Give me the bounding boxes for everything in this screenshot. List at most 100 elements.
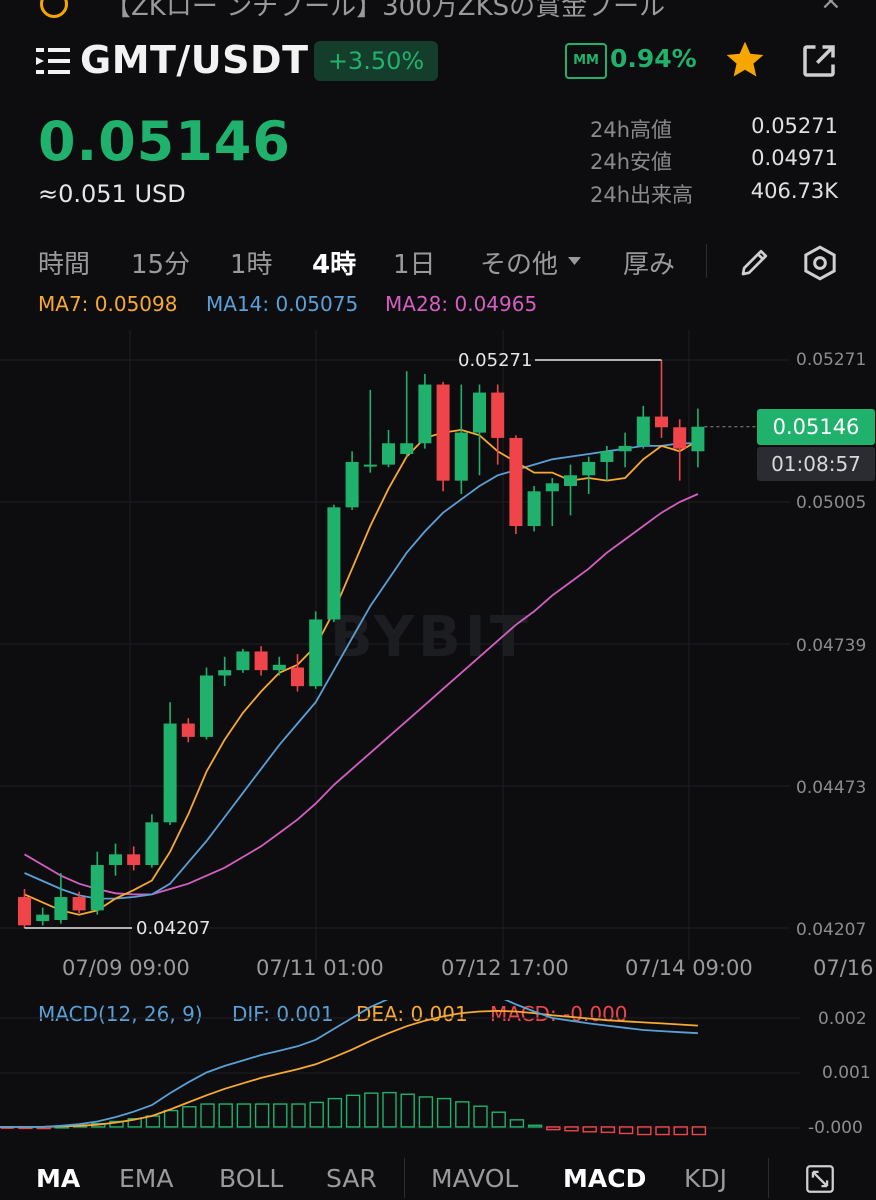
x-axis-label: 07/09 09:00 [62, 956, 190, 980]
candle-body [363, 464, 377, 467]
candle-body [236, 651, 250, 671]
macd-histogram-bar [236, 1103, 252, 1128]
candle-body [309, 619, 323, 687]
menu-icon[interactable] [36, 46, 70, 76]
macd-histogram-bar [691, 1126, 707, 1136]
ma7-legend: MA7: 0.05098 [38, 292, 178, 316]
candle-body [618, 445, 632, 452]
indicator-tab-boll[interactable]: BOLL [219, 1164, 284, 1193]
macd-histogram-bar [309, 1101, 324, 1128]
macd-value-legend: MACD: -0.000 [490, 1002, 628, 1026]
macd-histogram-bar [655, 1126, 670, 1136]
candlestick-chart[interactable] [0, 330, 876, 960]
macd-axis-label: 0.002 [818, 1009, 867, 1029]
bybit-watermark: BYBIT [330, 605, 532, 670]
indicator-tab-ma[interactable]: MA [36, 1164, 81, 1193]
indicator-tab-kdj[interactable]: KDJ [684, 1164, 728, 1193]
macd-histogram-bar [0, 1126, 14, 1129]
candle-body [36, 914, 50, 922]
stat-volume-value: 406.73K [750, 179, 838, 203]
tab-1h[interactable]: 1時 [230, 250, 273, 280]
favorite-star-icon[interactable] [722, 38, 768, 82]
macd-histogram-bar [182, 1106, 197, 1128]
macd-histogram-bar [673, 1126, 688, 1136]
mm-value: 0.94% [610, 44, 697, 73]
dif-line [0, 1000, 698, 1128]
macd-histogram-bar [345, 1094, 361, 1128]
pencil-icon[interactable] [737, 244, 773, 280]
candle-body [145, 822, 159, 866]
candle-body [600, 451, 614, 462]
macd-axis-label: -0.000 [808, 1118, 863, 1138]
candle-body [491, 392, 505, 438]
notice-banner[interactable]: 【ZKロー ンチプール】300万ZKSの賞金プール × [0, 0, 876, 18]
candle-body [691, 426, 705, 452]
y-axis-label: 0.05005 [796, 493, 867, 513]
trading-pair-title[interactable]: GMT/USDT [80, 38, 309, 82]
stat-high-value: 0.05271 [751, 114, 838, 138]
dif-legend: DIF: 0.001 [232, 1002, 334, 1026]
share-external-icon[interactable] [798, 40, 840, 82]
y-axis-label: 0.04207 [796, 920, 867, 940]
dea-line [0, 1009, 698, 1128]
macd-histogram-bar [327, 1097, 343, 1128]
tab-time[interactable]: 時間 [38, 250, 91, 280]
macd-histogram-bar [546, 1126, 561, 1131]
candle-body [163, 723, 177, 823]
macd-histogram-bar [382, 1091, 397, 1128]
candle-body [90, 865, 104, 911]
y-axis-label: 0.04739 [796, 636, 867, 656]
ma14-line [24, 442, 698, 900]
macd-histogram-bar [527, 1124, 543, 1128]
macd-histogram-bar [364, 1092, 379, 1128]
x-axis-label: 07/14 09:00 [625, 956, 753, 980]
indicator-tab-sar[interactable]: SAR [326, 1164, 377, 1193]
macd-params-legend: MACD(12, 26, 9) [38, 1002, 203, 1026]
tab-15m[interactable]: 15分 [131, 250, 191, 280]
macd-histogram-bar [600, 1126, 616, 1134]
stat-low-label: 24h安値 [590, 150, 673, 174]
candle-body [54, 897, 68, 920]
candle-body [345, 461, 359, 508]
tab-more[interactable]: その他 [480, 250, 559, 280]
macd-histogram-bar [637, 1126, 652, 1136]
candle-body [127, 854, 141, 866]
ma28-line [24, 493, 699, 896]
macd-histogram-bar [473, 1105, 488, 1128]
candle-body [527, 491, 541, 527]
macd-histogram-bar [200, 1103, 215, 1128]
chevron-down-icon [568, 257, 581, 265]
tab-depth[interactable]: 厚み [623, 250, 676, 280]
macd-histogram-bar [509, 1119, 525, 1128]
indicator-tab-mavol[interactable]: MAVOL [431, 1164, 519, 1193]
indicator-tab-ema[interactable]: EMA [119, 1164, 174, 1193]
tab-divider [768, 1158, 769, 1198]
candle-body [564, 475, 577, 486]
current-price-tag: 0.05146 [757, 409, 875, 445]
tab-divider [404, 1158, 405, 1198]
macd-axis-label: 0.001 [822, 1063, 871, 1083]
stat-high-label: 24h高値 [590, 118, 673, 142]
tab-1d[interactable]: 1日 [393, 250, 436, 280]
macd-chart[interactable] [0, 1000, 876, 1140]
macd-histogram-bar [109, 1120, 124, 1128]
x-axis-label: 07/11 01:00 [256, 956, 384, 980]
candle-body [545, 483, 559, 492]
banner-close-button[interactable]: × [820, 0, 842, 16]
candle-body [418, 384, 432, 444]
stat-low-value: 0.04971 [751, 146, 838, 170]
macd-histogram-bar [291, 1103, 306, 1128]
candle-body [473, 392, 486, 433]
indicator-tab-macd[interactable]: MACD [563, 1164, 647, 1193]
macd-histogram-bar [491, 1111, 506, 1128]
candle-body [436, 384, 450, 481]
settings-hexagon-icon[interactable] [800, 243, 840, 283]
candle-body [509, 437, 523, 527]
usd-price: ≈0.051 USD [38, 180, 186, 208]
macd-histogram-bar [218, 1103, 233, 1128]
macd-histogram-bar [418, 1096, 434, 1128]
x-axis-label: 07/12 17:00 [441, 956, 569, 980]
fullscreen-icon[interactable] [802, 1162, 838, 1196]
tab-4h[interactable]: 4時 [312, 250, 357, 280]
candle-body [327, 507, 341, 620]
